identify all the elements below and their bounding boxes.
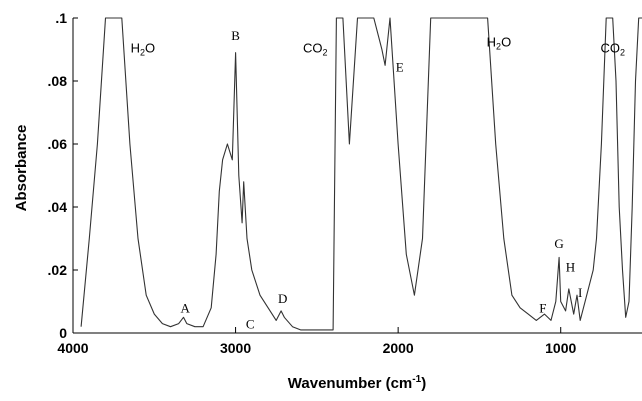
annotation-h2o-left: H2O	[131, 41, 156, 58]
y-tick-label: .02	[48, 262, 68, 278]
y-tick-label: .08	[48, 73, 68, 89]
annotation-text: H	[487, 34, 496, 49]
annotation-peak-i: I	[578, 285, 582, 300]
annotation-text: H	[131, 41, 140, 56]
y-tick-label: .04	[48, 199, 68, 215]
x-axis-label: Wavenumber (cm-1)	[288, 374, 426, 392]
annotation-peak-h: H	[566, 260, 575, 275]
x-axis-label-main: Wavenumber (cm	[288, 375, 412, 392]
plot-area	[81, 17, 642, 330]
x-tick-label: 2000	[383, 340, 414, 356]
annotation-text-tail: O	[145, 41, 155, 56]
x-tick-label: 4000	[57, 340, 88, 356]
annotation-peak-e: E	[396, 60, 404, 75]
annotation-text: CO	[600, 41, 620, 56]
x-axis-label-close: )	[421, 375, 426, 392]
annotation-co2-left: CO2	[303, 41, 328, 58]
annotation-subscript: 2	[620, 48, 625, 58]
y-tick-label: .06	[48, 136, 68, 152]
annotation-peak-a: A	[180, 301, 190, 316]
annotation-co2-right: CO2	[600, 41, 625, 58]
annotation-subscript: 2	[322, 48, 327, 58]
annotation-peak-g: G	[554, 236, 563, 251]
annotation-peak-d: D	[278, 291, 287, 306]
y-axis-label: Absorbance	[13, 125, 30, 212]
x-tick-label: 3000	[220, 340, 251, 356]
x-tick-label: 1000	[545, 340, 576, 356]
y-tick-label: 0	[59, 325, 67, 341]
annotation-peak-f: F	[539, 301, 546, 316]
annotation-h2o-right: H2O	[487, 34, 512, 51]
annotation-text: CO	[303, 41, 323, 56]
annotation-peak-c: C	[246, 316, 255, 331]
annotation-text-tail: O	[501, 34, 511, 49]
y-tick-label: .1	[55, 10, 67, 26]
annotation-peak-b: B	[231, 28, 240, 43]
spectrum-line-1	[81, 18, 642, 330]
